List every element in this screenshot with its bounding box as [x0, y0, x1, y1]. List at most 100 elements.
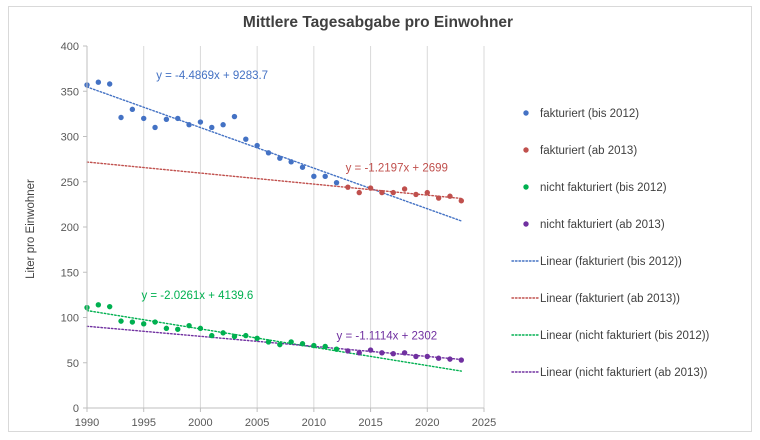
data-point-s4: [458, 357, 465, 363]
data-point-s2: [367, 185, 374, 191]
data-point-s3: [220, 330, 226, 336]
data-point-s4: [447, 356, 453, 362]
data-point-s3: [152, 319, 158, 325]
data-point-s2: [458, 198, 465, 204]
data-point-s2: [447, 193, 453, 199]
data-point-s1: [265, 150, 272, 156]
trendline-1: [86, 86, 463, 222]
trend-equation-4: y = -1.1114x + 2302: [337, 331, 438, 343]
legend-label: fakturiert (ab 2013): [540, 145, 637, 157]
data-point-s1: [163, 116, 170, 123]
legend-marker: [523, 147, 529, 153]
x-tick-label: 2015: [358, 417, 382, 429]
data-point-s3: [288, 339, 294, 345]
data-point-s1: [197, 119, 204, 125]
data-point-s4: [379, 350, 385, 356]
legend-label: Linear (nicht fakturiert (ab 2013)): [540, 367, 708, 379]
legend-marker: [523, 221, 529, 227]
y-tick-label: 400: [61, 41, 79, 53]
y-tick-label: 250: [61, 177, 79, 189]
data-point-s3: [106, 303, 113, 310]
data-point-s3: [186, 322, 192, 329]
data-point-s4: [345, 348, 351, 354]
data-point-s2: [424, 189, 430, 196]
data-point-s4: [424, 353, 430, 360]
y-tick-label: 350: [61, 86, 79, 98]
trend-equation-3: y = -2.0261x + 4139.6: [141, 290, 253, 302]
y-tick-label: 50: [67, 358, 79, 370]
data-point-s2: [356, 189, 362, 196]
trendline-4: [86, 325, 463, 361]
data-point-s4: [401, 350, 408, 356]
data-point-s3: [118, 318, 124, 324]
data-point-s1: [209, 124, 215, 131]
data-point-s4: [413, 353, 419, 360]
data-point-s3: [197, 325, 204, 332]
data-point-s3: [243, 332, 249, 339]
data-point-s1: [220, 122, 226, 128]
data-point-s2: [401, 186, 408, 192]
trendlines: [86, 86, 463, 372]
data-point-s1: [322, 173, 328, 180]
trend-equations: y = -4.4869x + 9283.7 y = -1.2197x + 2699…: [141, 70, 447, 343]
data-point-s1: [231, 113, 238, 120]
data-point-s1: [141, 115, 147, 122]
data-point-s2: [345, 184, 351, 190]
data-point-s4: [435, 355, 442, 361]
data-point-s3: [333, 346, 340, 352]
x-tick-label: 2020: [415, 417, 439, 429]
chart-title: Mittlere Tagesabgabe pro Einwohner: [243, 14, 513, 31]
y-tick-label: 0: [73, 403, 79, 415]
trend-equation-2: y = -1.2197x + 2699: [346, 162, 448, 174]
data-point-s1: [243, 136, 249, 142]
data-point-s2: [413, 191, 419, 198]
legend-marker: [523, 110, 529, 116]
y-tick-label: 150: [61, 267, 79, 279]
data-point-s3: [231, 333, 238, 340]
data-point-s1: [299, 164, 306, 170]
data-point-s3: [95, 302, 102, 308]
data-point-s3: [209, 332, 215, 339]
legend-label: nicht fakturiert (ab 2013): [540, 219, 665, 231]
x-tick-label: 2005: [245, 417, 269, 429]
x-tick-label: 1990: [75, 417, 99, 429]
data-point-s1: [277, 155, 283, 161]
data-point-s2: [435, 195, 442, 201]
y-tick-label: 200: [61, 222, 79, 234]
legend-label: fakturiert (bis 2012): [540, 108, 639, 120]
data-point-s3: [141, 321, 147, 327]
x-tick-label: 2025: [472, 417, 496, 429]
legend-marker: [523, 184, 529, 190]
data-point-s2: [379, 189, 385, 196]
data-point-s1: [95, 79, 102, 85]
y-axis-label: Liter pro Einwohner: [25, 179, 37, 279]
data-point-s1: [311, 173, 317, 180]
x-tick-label: 2000: [188, 417, 212, 429]
data-point-s1: [333, 179, 340, 186]
data-point-s4: [390, 351, 396, 357]
data-point-s1: [106, 81, 113, 87]
data-point-s2: [390, 189, 396, 196]
y-tick-label: 300: [61, 132, 79, 144]
data-point-s1: [254, 142, 260, 149]
x-tick-label: 2010: [302, 417, 326, 429]
data-point-s3: [299, 341, 306, 347]
axes: 1990 1995 2000 2005 2010 2015 2020 2025 0 50 100 15…: [61, 41, 497, 429]
trend-equation-1: y = -4.4869x + 9283.7: [156, 70, 268, 82]
data-point-s1: [118, 114, 124, 121]
data-point-s1: [129, 106, 136, 113]
grid: [143, 46, 485, 408]
data-point-s3: [254, 335, 260, 342]
x-tick-label: 1995: [131, 417, 155, 429]
data-points: [84, 79, 465, 363]
legend-label: Linear (fakturiert (bis 2012)): [540, 256, 682, 268]
data-point-s3: [175, 326, 181, 332]
trendline-2: [86, 161, 463, 200]
data-point-s4: [356, 350, 362, 356]
data-point-s3: [311, 342, 317, 349]
legend-label: Linear (fakturiert (ab 2013)): [540, 293, 680, 305]
trendline-3: [86, 309, 463, 372]
chart-frame: [8, 6, 752, 432]
data-point-s4: [367, 347, 374, 353]
